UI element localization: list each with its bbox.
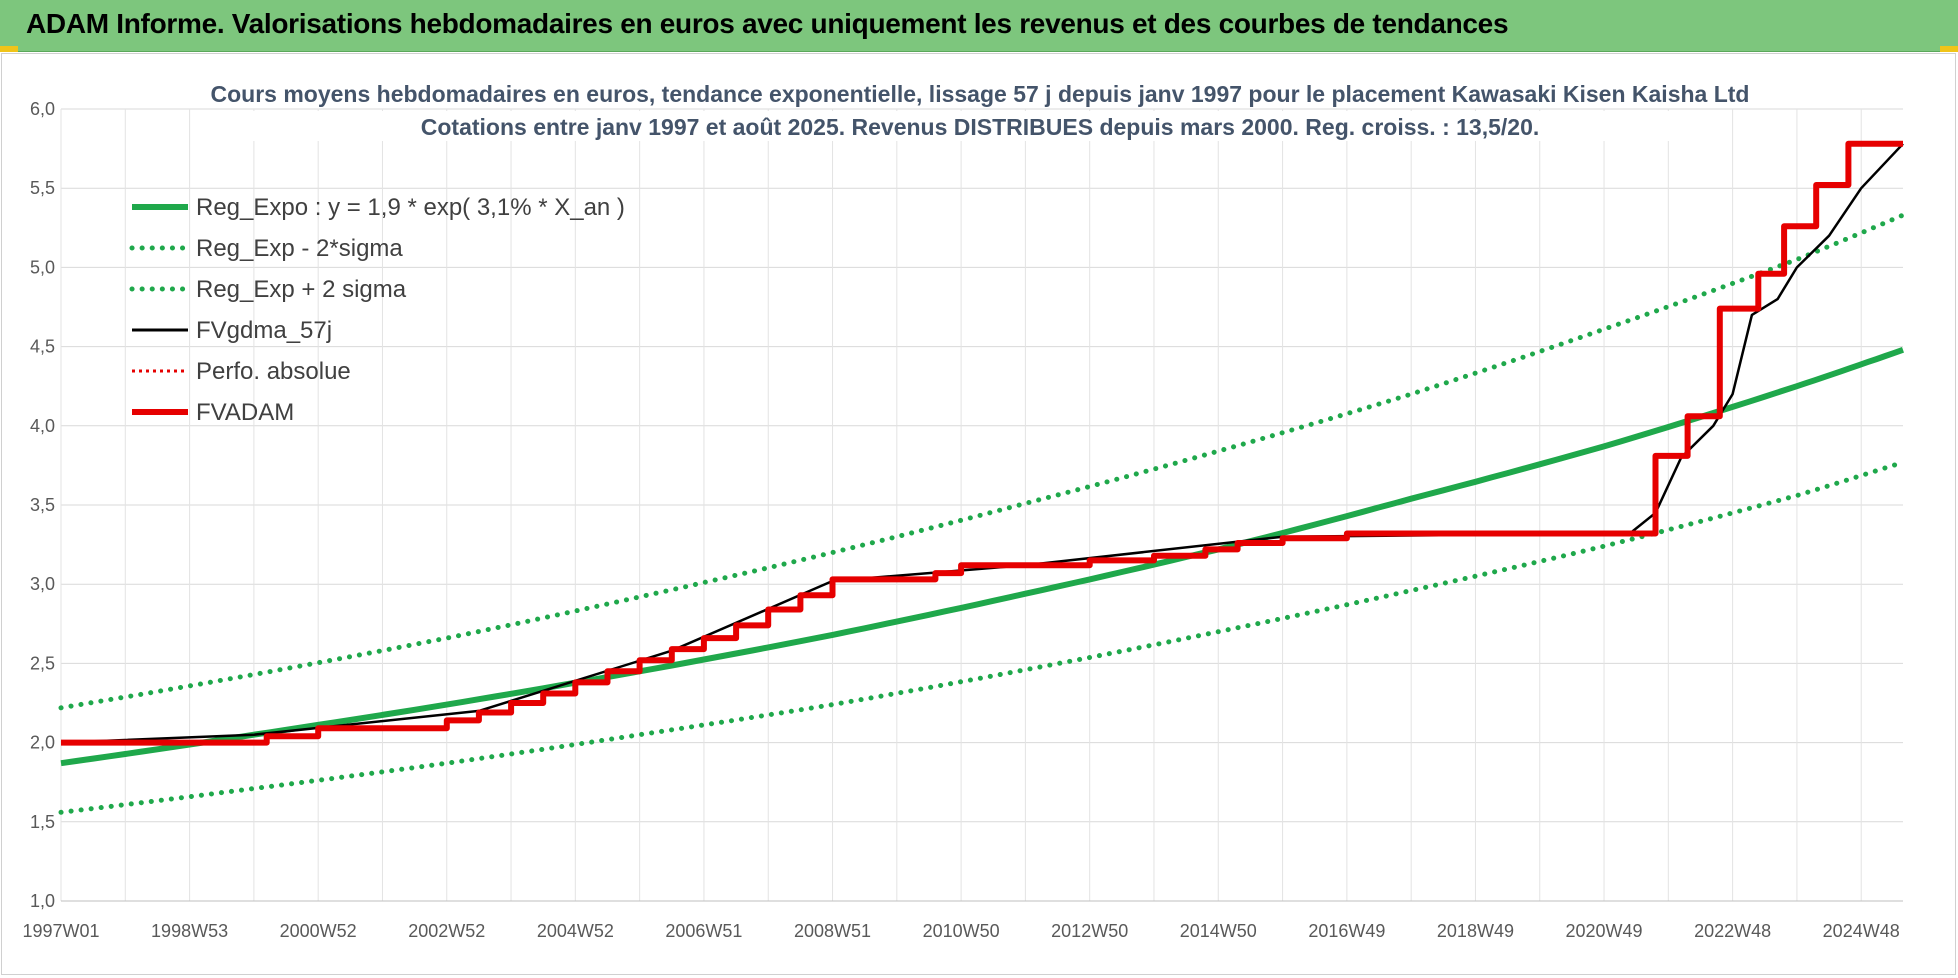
y-tick-label: 1,5 [30,812,55,832]
x-tick-label: 1997W01 [22,921,99,941]
legend-label: Reg_Exp - 2*sigma [196,235,403,262]
x-tick-label: 2022W48 [1694,921,1771,941]
y-tick-label: 5,0 [30,257,55,277]
series-reg-exp-minus-2sigma [58,459,1906,815]
y-tick-label: 2,0 [30,733,55,753]
legend-label: Reg_Exp + 2 sigma [196,276,407,303]
chart-title: Cours moyens hebdomadaires en euros, ten… [211,78,1750,141]
y-tick-label: 4,0 [30,416,55,436]
x-tick-label: 2002W52 [408,921,485,941]
x-tick-label: 2006W51 [665,921,742,941]
title-background [246,78,1716,108]
page-title: ADAM Informe. Valorisations hebdomadaire… [26,8,1509,39]
y-tick-label: 6,0 [30,99,55,119]
header-banner: ADAM Informe. Valorisations hebdomadaire… [0,0,1958,52]
y-tick-label: 3,5 [30,495,55,515]
title-background [246,111,1716,141]
y-tick-label: 4,5 [30,337,55,357]
legend-label: Perfo. absolue [196,358,351,385]
series-fvgdma-57j [60,142,1904,744]
chart-title-line: Cours moyens hebdomadaires en euros, ten… [211,81,1750,107]
x-tick-label: 2014W50 [1180,921,1257,941]
series-fvadam [61,140,1903,746]
x-tick-label: 2010W50 [923,921,1000,941]
series-reg-expo [60,346,1904,767]
y-tick-label: 5,5 [30,178,55,198]
chart-series [58,140,1906,815]
chart-grid [60,108,1903,902]
x-tick-label: 2004W52 [537,921,614,941]
y-tick-label: 2,5 [30,653,55,673]
x-tick-label: 2012W50 [1051,921,1128,941]
x-tick-label: 2016W49 [1308,921,1385,941]
corner-mark [0,46,18,52]
legend-label: FVADAM [196,399,294,426]
x-axis: 1997W01 1998W53 2000W52 2002W52 2004W52 2006W… [22,900,1903,941]
x-tick-label: 2000W52 [280,921,357,941]
x-tick-label: 1998W53 [151,921,228,941]
chart-area [1,53,1956,975]
x-tick-label: 2018W49 [1437,921,1514,941]
legend-label: FVgdma_57j [196,317,332,344]
x-tick-label: 2020W49 [1566,921,1643,941]
y-axis: 1,0 1,5 2,0 2,5 3,0 3,5 4,0 4,5 5,0 5,5 6,0 [30,99,55,911]
x-tick-label: 2024W48 [1823,921,1900,941]
legend-label: Reg_Expo : y = 1,9 * exp( 3,1% * X_an ) [196,194,625,221]
corner-mark [1940,46,1958,52]
x-tick-label: 2008W51 [794,921,871,941]
y-tick-label: 3,0 [30,574,55,594]
chart-legend: Reg_Expo : y = 1,9 * exp( 3,1% * X_an ) R… [129,194,625,426]
chart-title-line: Cotations entre janv 1997 et août 2025. … [421,114,1540,140]
series-reg-exp-plus-2sigma [58,212,1906,711]
y-tick-label: 1,0 [30,891,55,911]
